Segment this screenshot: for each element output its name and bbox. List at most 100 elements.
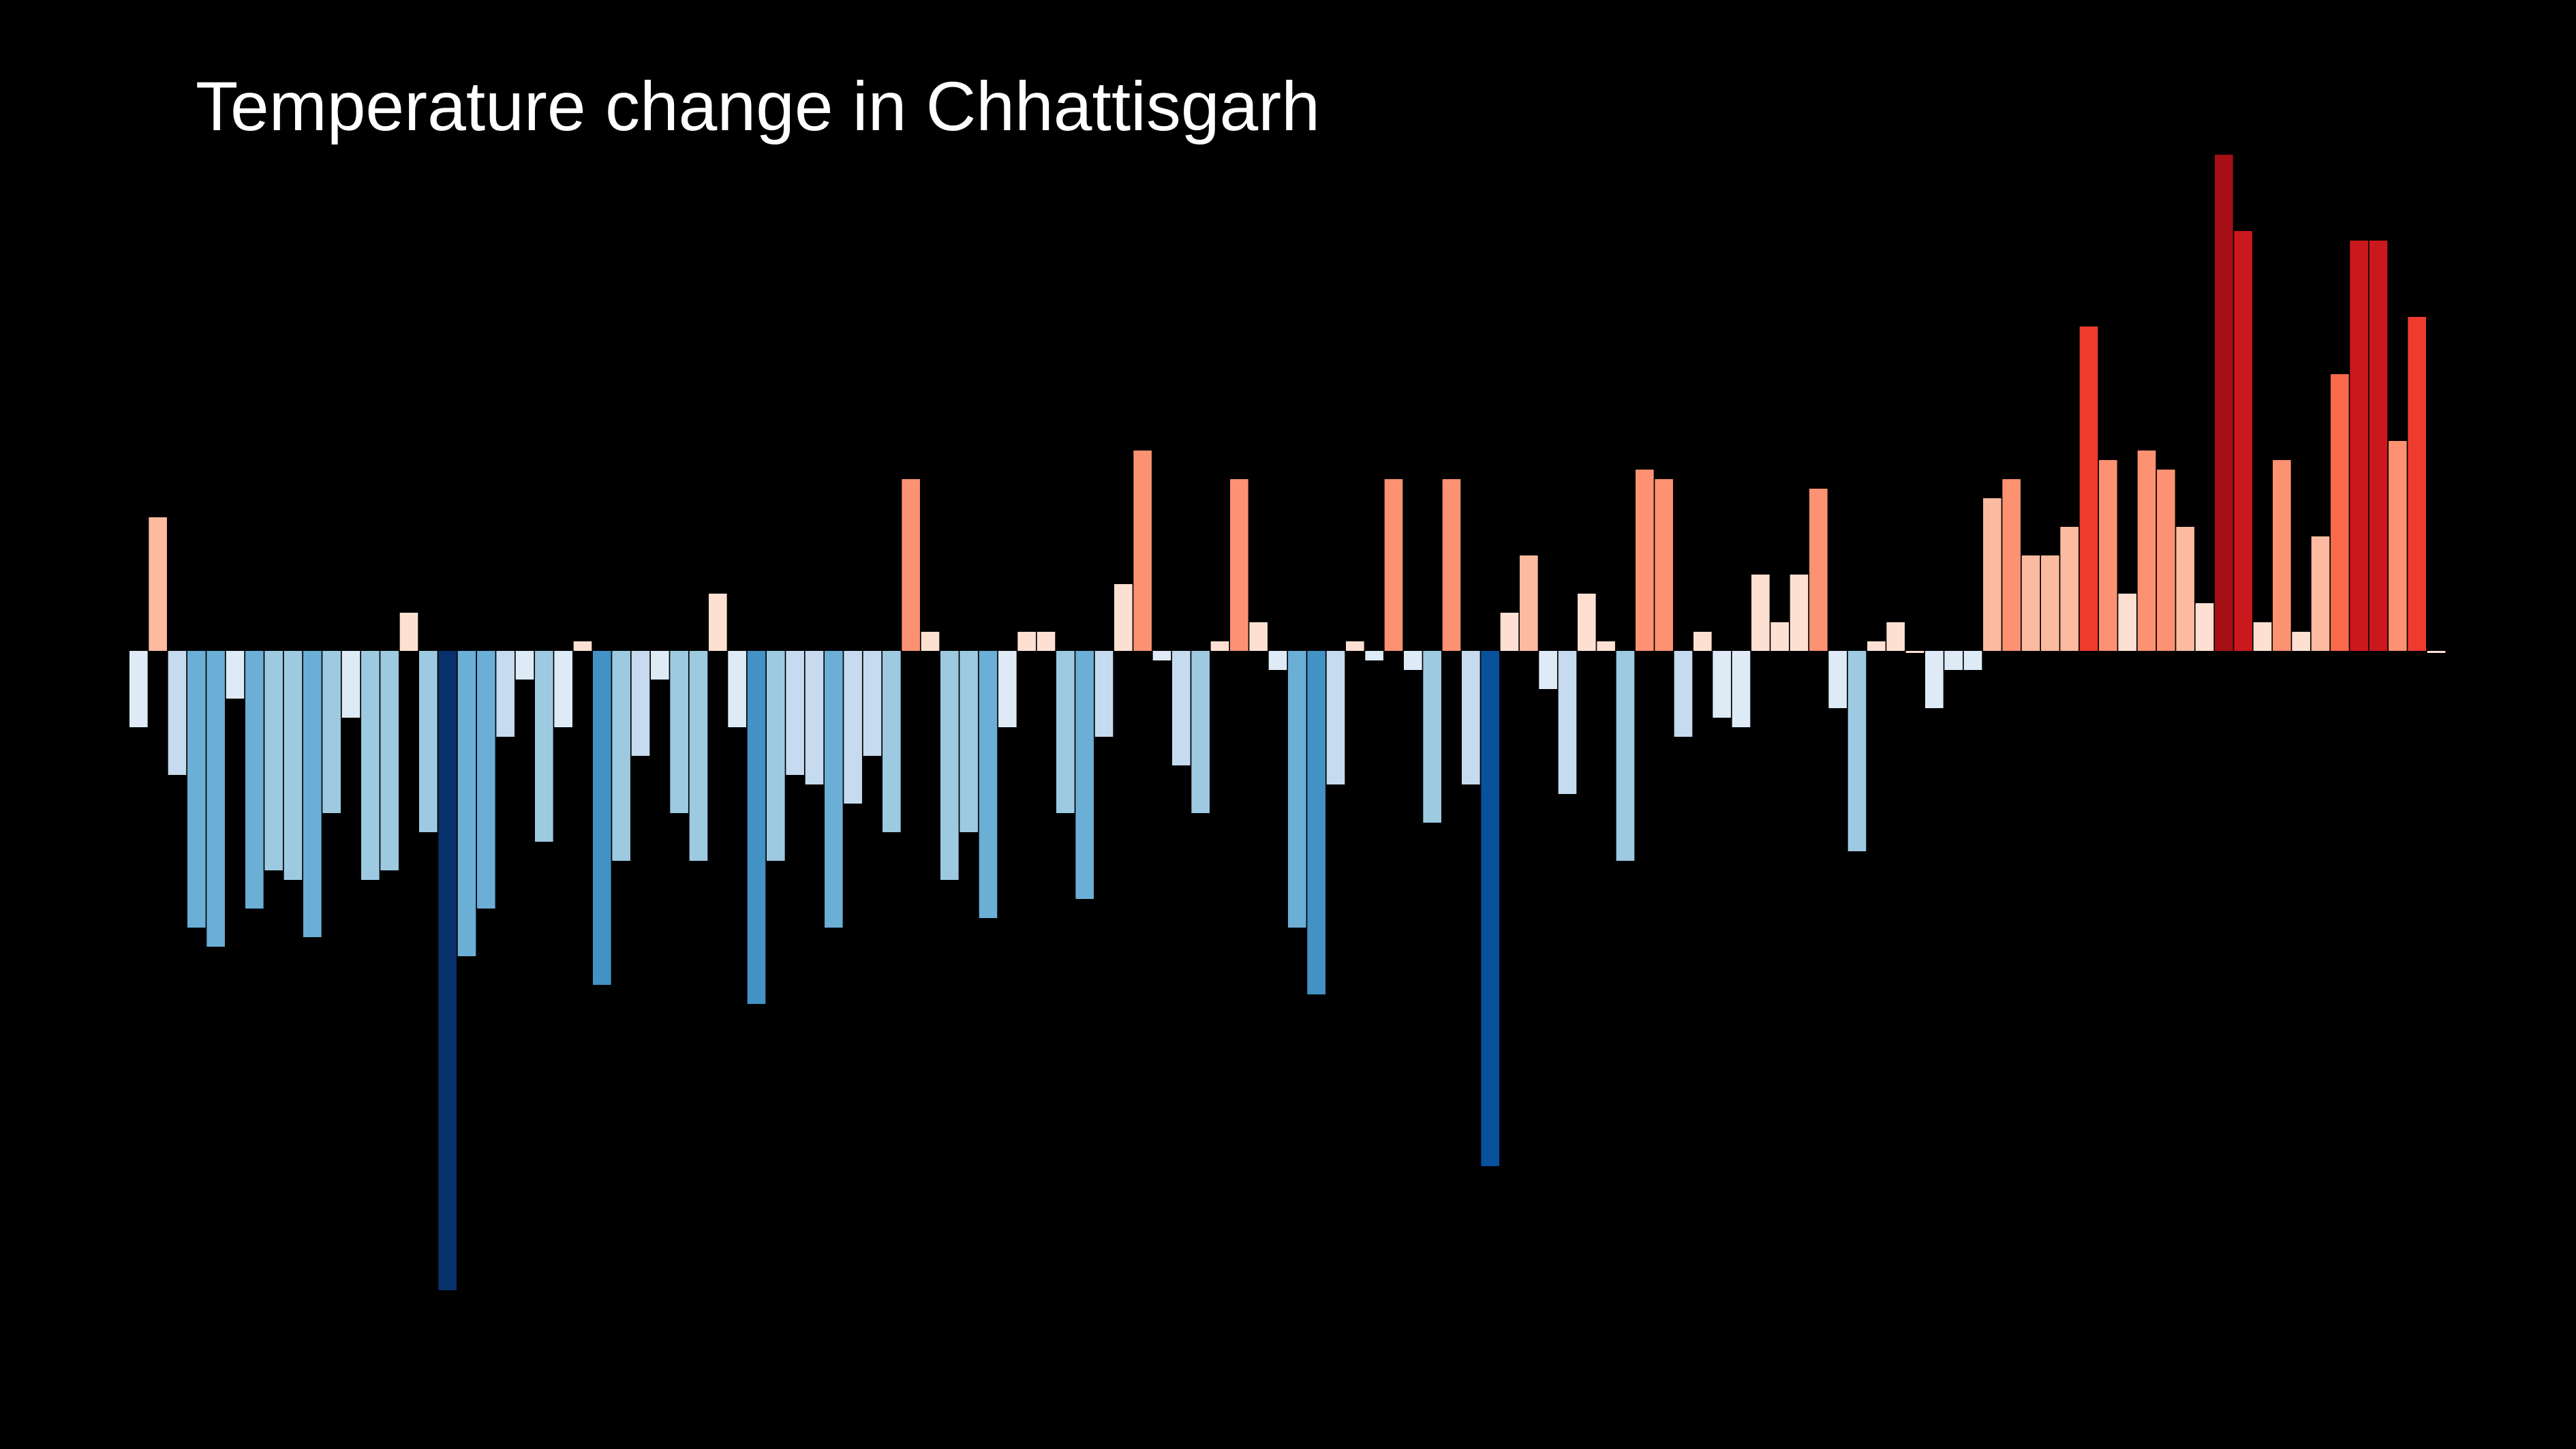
bar xyxy=(1751,575,1770,651)
bar xyxy=(1172,651,1191,765)
bar xyxy=(322,651,341,813)
bar xyxy=(1481,651,1499,1166)
bar xyxy=(1867,641,1886,651)
bar xyxy=(1732,651,1751,727)
bar xyxy=(1520,555,1538,651)
bar xyxy=(1037,632,1056,651)
bar xyxy=(2369,241,2388,651)
bar xyxy=(747,651,766,1004)
bar xyxy=(1249,622,1268,651)
bar xyxy=(2195,603,2214,651)
bar xyxy=(264,651,283,870)
bar xyxy=(399,613,418,651)
bar xyxy=(1191,651,1210,813)
bar xyxy=(149,517,167,651)
bar xyxy=(2021,555,2040,651)
bar xyxy=(960,651,978,832)
bar xyxy=(1230,479,1248,651)
bar xyxy=(863,651,882,756)
bar xyxy=(1268,651,1287,670)
bar xyxy=(1847,651,1867,851)
bar xyxy=(573,641,592,651)
bar xyxy=(1346,641,1364,651)
bar xyxy=(2002,479,2021,651)
bar xyxy=(206,651,225,947)
bar xyxy=(2292,632,2310,651)
bar xyxy=(2176,527,2194,651)
bar xyxy=(1655,479,1673,651)
bar xyxy=(902,479,920,651)
bar xyxy=(2060,527,2079,651)
bar xyxy=(554,651,572,727)
bar xyxy=(1210,641,1229,651)
bar xyxy=(515,651,534,680)
bar xyxy=(187,651,206,928)
bar xyxy=(1152,651,1171,660)
bar xyxy=(1365,651,1383,660)
bar xyxy=(2215,155,2233,651)
bar xyxy=(2079,326,2098,651)
bar xyxy=(2408,317,2426,651)
bar xyxy=(670,651,688,813)
bar xyxy=(380,651,399,870)
bar-series xyxy=(129,155,2446,1290)
bar xyxy=(2331,374,2349,651)
bar xyxy=(1384,479,1403,651)
bar xyxy=(1674,651,1693,737)
bar xyxy=(2350,241,2368,651)
bar xyxy=(303,651,322,937)
bar xyxy=(419,651,438,832)
bar xyxy=(2118,594,2136,651)
bar xyxy=(226,651,245,699)
bar xyxy=(2311,536,2330,651)
bar xyxy=(1963,651,1982,670)
bar xyxy=(477,651,495,909)
bar xyxy=(1404,651,1422,670)
bar xyxy=(2389,441,2407,651)
bar xyxy=(1500,613,1519,651)
bar xyxy=(341,651,361,718)
bar xyxy=(457,651,476,956)
bar xyxy=(786,651,804,775)
bar xyxy=(651,651,669,680)
bar xyxy=(1886,622,1905,651)
bar xyxy=(283,651,303,880)
bar xyxy=(825,651,843,928)
bar xyxy=(1075,651,1094,899)
bar xyxy=(496,651,515,737)
bar xyxy=(2234,231,2252,651)
bar xyxy=(1307,651,1325,994)
bar xyxy=(2157,470,2175,651)
bar xyxy=(1326,651,1345,784)
bar xyxy=(2041,555,2059,651)
bar xyxy=(1713,651,1731,718)
bar xyxy=(1809,489,1828,651)
bar xyxy=(979,651,998,918)
bar xyxy=(1133,451,1152,651)
bar xyxy=(883,651,901,832)
bar xyxy=(129,651,148,727)
bar xyxy=(1423,651,1441,823)
bar xyxy=(438,651,457,1290)
bar xyxy=(612,651,630,861)
bar xyxy=(805,651,824,784)
bar xyxy=(998,651,1017,727)
chart-title: Temperature change in Chhattisgarh xyxy=(196,67,1320,145)
bar xyxy=(1616,651,1635,861)
bar xyxy=(1905,651,1925,653)
bar xyxy=(2137,451,2156,651)
bar xyxy=(844,651,862,804)
bar xyxy=(2273,460,2291,651)
bar xyxy=(1462,651,1480,784)
bar xyxy=(2253,622,2272,651)
bar xyxy=(2099,460,2117,651)
bar xyxy=(361,651,380,880)
bar xyxy=(593,651,611,985)
bar xyxy=(631,651,650,756)
bar xyxy=(1693,632,1712,651)
bar xyxy=(1442,479,1461,651)
bar xyxy=(1578,594,1596,651)
bar xyxy=(1056,651,1075,813)
bar xyxy=(535,651,553,842)
